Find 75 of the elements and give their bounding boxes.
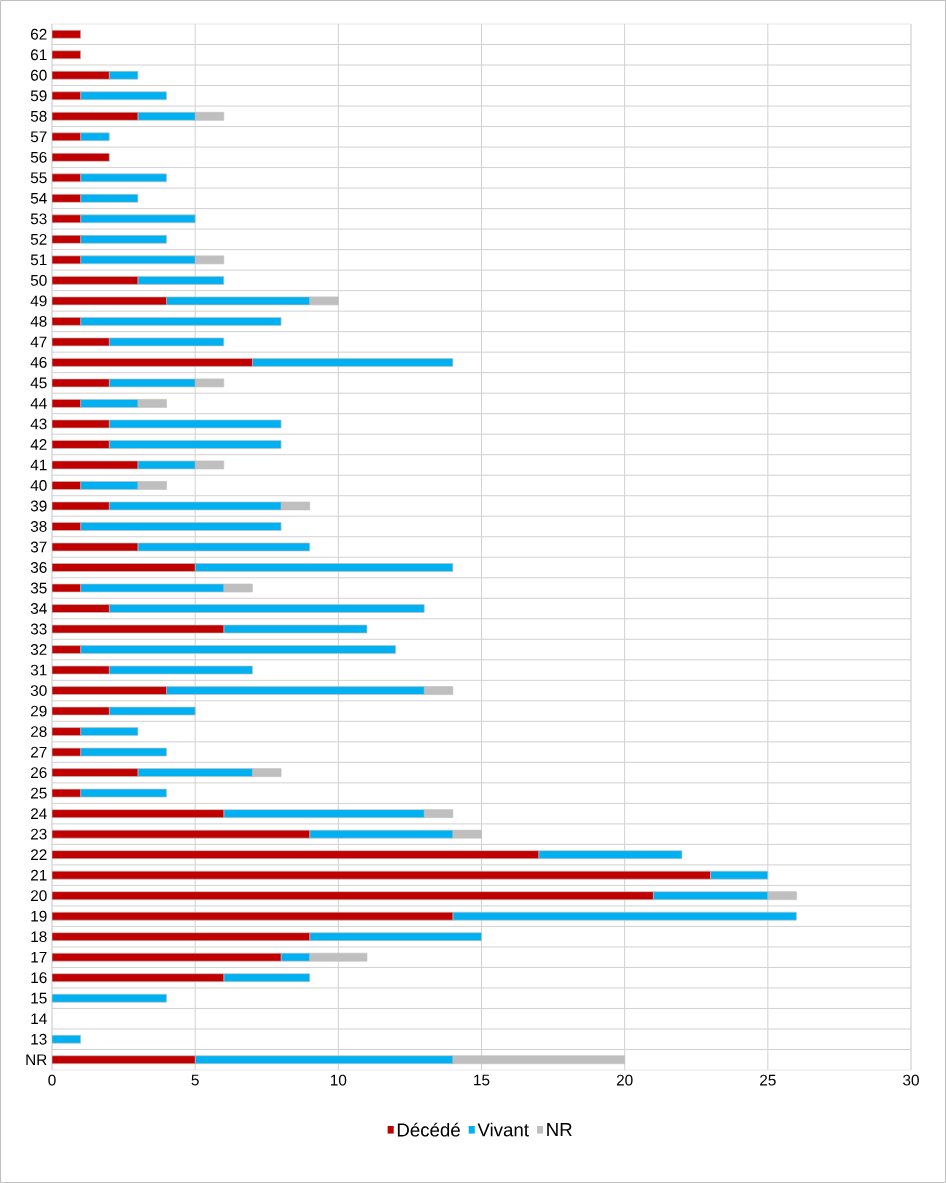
y-tick-label: 24 <box>31 808 47 819</box>
y-tick-label: 18 <box>31 931 47 943</box>
y-tick-label: 31 <box>30 664 47 676</box>
y-tick-label: 62 <box>31 28 47 40</box>
bar <box>423 809 454 818</box>
y-tick-label: 43 <box>30 418 47 430</box>
y-tick-label: 54 <box>30 193 47 204</box>
x-tick-label: 30 <box>903 1074 919 1086</box>
y-tick-label: 38 <box>30 521 47 532</box>
y-tick-label: 37 <box>30 541 47 553</box>
bar <box>309 952 368 962</box>
bar <box>194 111 225 121</box>
x-tick-label: 20 <box>616 1074 633 1086</box>
y-tick-label: 34 <box>30 603 47 614</box>
y-tick-label: 51 <box>30 254 47 266</box>
y-tick-label: 30 <box>30 685 47 696</box>
y-tick-label: 14 <box>31 1013 47 1024</box>
bar <box>452 829 482 839</box>
y-tick-label: 44 <box>30 398 47 409</box>
y-tick-label: 55 <box>30 172 47 184</box>
y-tick-label: 40 <box>30 480 47 491</box>
y-tick-label: 39 <box>30 500 47 512</box>
bar <box>280 501 311 511</box>
bar <box>194 378 225 388</box>
y-tick-label: 57 <box>30 131 47 143</box>
y-tick-label: 41 <box>30 459 47 471</box>
y-tick-label: 33 <box>30 623 47 635</box>
y-tick-label: 16 <box>31 972 47 984</box>
y-tick-label: 47 <box>30 336 47 348</box>
bar <box>194 255 225 265</box>
y-tick-label: 53 <box>30 213 47 225</box>
y-tick-label: 17 <box>31 951 47 963</box>
y-tick-label: 59 <box>30 90 47 102</box>
x-tick-label: 10 <box>330 1074 347 1086</box>
bar <box>423 686 454 695</box>
x-tick-label: 5 <box>191 1074 199 1086</box>
legend-label: Décédé <box>397 1122 460 1137</box>
bar <box>252 768 282 777</box>
y-tick-label: 29 <box>31 705 47 717</box>
y-tick-label: 58 <box>30 110 47 122</box>
x-tick-label: 25 <box>760 1074 776 1086</box>
y-tick-label: 56 <box>30 151 47 163</box>
y-tick-label: 52 <box>30 233 47 245</box>
y-tick-label: 21 <box>31 869 47 881</box>
y-tick-label: 60 <box>31 69 47 81</box>
legend-label: Vivant <box>477 1122 529 1137</box>
y-tick-label: 48 <box>30 315 47 327</box>
x-tick-label: 15 <box>474 1074 490 1086</box>
y-tick-label: 50 <box>30 274 47 286</box>
y-tick-label: 45 <box>30 377 47 389</box>
bar <box>137 399 167 408</box>
y-tick-label: 27 <box>31 746 47 758</box>
y-tick-label: 42 <box>30 439 47 450</box>
y-tick-label: 61 <box>31 49 47 61</box>
y-tick-label: 46 <box>30 356 47 368</box>
y-tick-label: NR <box>26 1054 47 1066</box>
y-tick-label: 19 <box>31 910 47 922</box>
bar <box>137 481 167 490</box>
y-tick-label: 13 <box>31 1033 47 1045</box>
y-tick-label: 35 <box>30 582 47 594</box>
y-tick-label: 25 <box>31 787 47 799</box>
y-tick-label: 22 <box>31 849 47 860</box>
y-tick-label: 20 <box>31 890 47 902</box>
y-tick-label: 23 <box>31 828 47 840</box>
y-tick-label: 32 <box>30 644 47 655</box>
bar <box>194 460 225 470</box>
y-tick-label: 49 <box>30 295 47 307</box>
y-tick-label: 26 <box>31 767 47 779</box>
bar <box>223 583 253 593</box>
y-tick-label: 36 <box>30 562 47 573</box>
bar <box>309 296 339 306</box>
y-tick-label: 28 <box>31 726 47 738</box>
y-tick-label: 15 <box>31 992 47 1004</box>
legend-label: NR <box>547 1123 572 1136</box>
x-tick-label: 0 <box>48 1074 56 1086</box>
